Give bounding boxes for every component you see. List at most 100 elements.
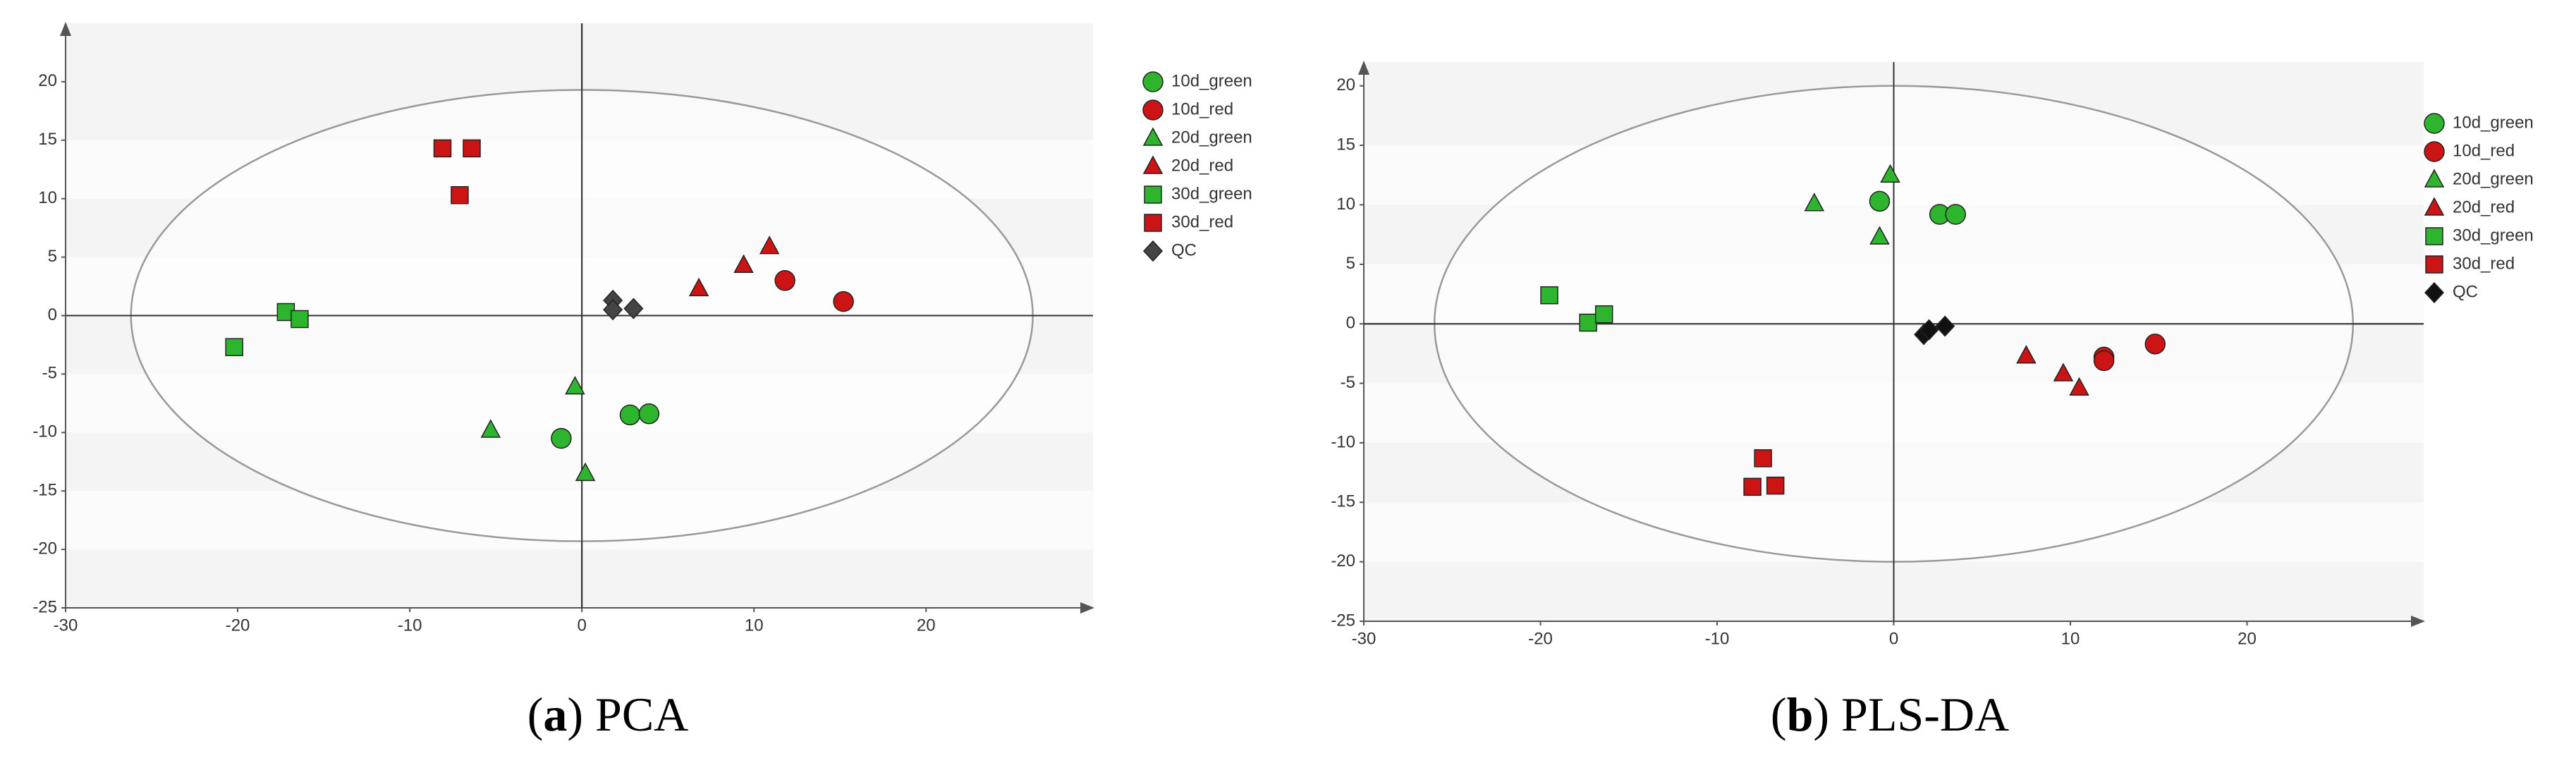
point [759,236,780,255]
point [575,462,596,482]
legend-marker [2424,113,2445,134]
legend-label: 20d_red [1171,156,1233,175]
legend-label: 10d_red [1171,99,1233,118]
legend-marker [1142,240,1164,262]
point [291,310,309,329]
legend-entry: 10d_red [2424,141,2515,162]
point [480,419,501,438]
point [623,298,644,319]
caption-part: ) PCA [567,688,688,741]
x-tick-label: 0 [1889,629,1898,648]
legend-label: 30d_red [2453,254,2515,273]
legend-marker [2424,281,2445,304]
legend-entry: QC [1142,240,1197,262]
legend-entry: 10d_green [1142,71,1252,92]
legend-marker [1142,155,1164,174]
legend-marker [2424,197,2445,216]
legend-label: 30d_green [1171,184,1252,203]
x-tick-label: 10 [745,616,764,635]
point [1804,193,1825,212]
x-tick-label: -20 [1528,629,1553,648]
point [1880,164,1900,183]
caption-part: ( [527,688,544,741]
legend-entry: 30d_red [1144,212,1233,232]
y-tick-label: -10 [32,422,57,441]
y-tick-label: 10 [38,188,57,207]
legend-entry: 30d_green [2425,226,2534,245]
point [451,185,469,205]
caption: (a) PCA [527,688,689,741]
legend-marker [2425,255,2443,274]
legend-marker [2424,141,2445,162]
point [225,338,243,357]
x-tick-label: -30 [1352,629,1376,648]
point [1869,190,1891,212]
legend-marker [1142,99,1164,121]
caption-part: a [543,688,567,741]
y-tick-label: 5 [48,247,57,266]
point [463,139,481,158]
point [565,376,585,395]
y-tick-label: 0 [1346,314,1355,333]
y-tick-label: 0 [48,305,57,324]
legend-marker [1144,214,1162,232]
legend-label: QC [1171,240,1197,260]
legend-entry: 10d_green [2424,113,2534,134]
legend-entry: 30d_red [2425,254,2515,274]
point [1594,305,1613,324]
point [1919,319,1939,341]
x-tick-label: 10 [2061,629,2080,648]
legend-marker [2424,169,2445,188]
y-tick-label: -5 [42,364,57,383]
y-tick-label: 5 [1346,254,1355,273]
legend-label: 10d_green [1171,71,1252,90]
point [688,277,709,297]
y-tick-label: -20 [32,539,57,558]
point [1754,449,1772,468]
point [2053,362,2074,382]
y-tick-label: -5 [1341,373,1355,392]
caption: (b) PLS-DA [1771,688,2009,741]
point [2093,350,2115,372]
legend-label: 10d_red [2453,141,2515,160]
legend-label: 30d_green [2453,226,2534,245]
point [433,139,452,158]
legend-entry: 10d_red [1142,99,1233,121]
point [551,427,572,449]
point [638,403,660,425]
point [1540,286,1558,305]
y-tick-label: -20 [1331,551,1355,570]
point [2069,377,2089,396]
x-tick-label: 0 [577,616,586,635]
y-tick-label: 20 [1336,75,1355,94]
legend-marker [1142,71,1164,92]
point [1766,476,1785,495]
y-tick-label: 15 [1336,135,1355,154]
point [1743,477,1762,496]
caption-part: ) PLS-DA [1813,688,2009,741]
point [1935,315,1955,337]
point [2144,334,2166,355]
caption-part: b [1787,688,1814,741]
y-tick-label: -25 [32,597,57,616]
x-tick-label: 20 [2238,629,2257,648]
scatter-chart: -25 -20 -15 -10 -5 0 5 10 15 20 -30 -20 -10 0 10 20 10d_… [32,22,1252,741]
y-tick-label: 10 [1336,195,1355,214]
y-tick-label: -10 [1331,432,1355,451]
legend-marker [2425,227,2443,245]
legend-label: 20d_red [2453,197,2515,216]
legend-label: 30d_red [1171,212,1233,231]
legend-label: 10d_green [2453,113,2534,132]
x-tick-label: -30 [54,616,78,635]
x-tick-label: -10 [398,616,422,635]
legend-label: QC [2453,282,2478,301]
y-tick-label: 20 [38,71,57,90]
legend-entry: QC [2424,281,2478,304]
y-tick-label: -15 [1331,492,1355,511]
legend-entry: 20d_green [1142,127,1252,147]
caption-part: ( [1771,688,1787,741]
point [619,404,641,426]
legend-label: 20d_green [2453,169,2534,188]
y-tick-label: -15 [32,481,57,500]
